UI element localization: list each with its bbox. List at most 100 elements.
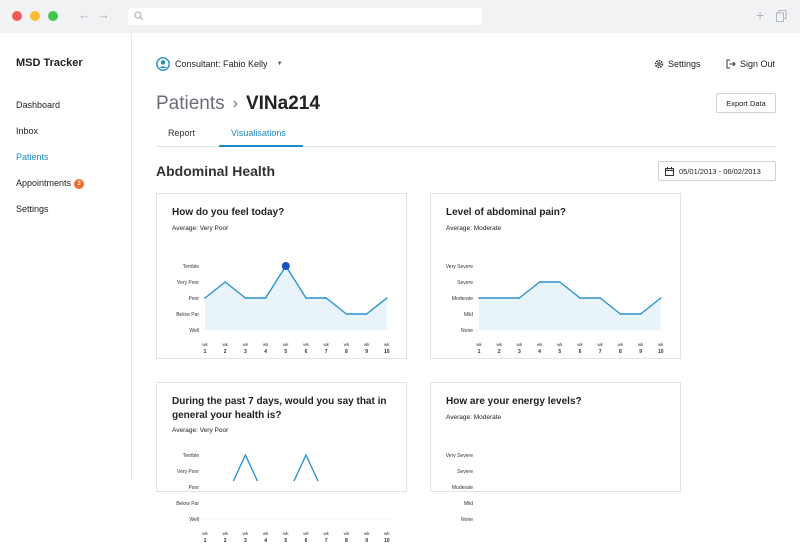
data-point xyxy=(224,281,226,283)
data-point xyxy=(244,297,247,299)
x-tick-label: wk xyxy=(364,342,370,347)
data-point xyxy=(660,297,662,299)
x-tick-label: 2 xyxy=(498,349,501,355)
chart-title: During the past 7 days, would you say th… xyxy=(172,396,387,421)
x-tick-label: wk xyxy=(283,531,289,536)
x-tick-label: wk xyxy=(243,531,249,536)
address-bar[interactable] xyxy=(128,8,482,25)
line-chart: Well Below Par Poor Very Poor Terrible wk 1 wk 2… xyxy=(176,262,391,355)
y-tick-label: None xyxy=(461,517,473,523)
x-tick-label: 5 xyxy=(558,349,561,355)
arrow-left-icon[interactable]: ← xyxy=(78,7,91,22)
x-tick-label: wk xyxy=(384,531,390,536)
x-tick-label: 4 xyxy=(264,538,267,544)
data-point xyxy=(325,297,327,299)
x-tick-label: wk xyxy=(202,531,208,536)
active-tab-indicator xyxy=(219,145,303,147)
x-tick-label: wk xyxy=(283,342,289,347)
breadcrumb: Patients › VINa214 xyxy=(156,93,320,115)
chart-title: How are your energy levels? xyxy=(446,396,582,407)
data-point xyxy=(478,297,480,299)
chart-card-feel-today: How do you feel today? Average: Very Poo… xyxy=(156,193,407,359)
settings-link[interactable]: Settings xyxy=(654,59,701,69)
copy-icon[interactable] xyxy=(776,10,787,22)
x-tick-label: 7 xyxy=(325,349,328,355)
x-tick-label: wk xyxy=(577,342,583,347)
x-tick-label: wk xyxy=(476,342,482,347)
series-line xyxy=(204,265,388,315)
y-tick-label: Below Par xyxy=(176,312,199,318)
page-title: VINa214 xyxy=(245,93,320,114)
x-tick-label: wk xyxy=(638,342,644,347)
y-tick-label: Well xyxy=(189,517,199,523)
date-range-picker[interactable]: 05/01/2013 - 06/02/2013 xyxy=(658,161,776,181)
sign-out-link[interactable]: Sign Out xyxy=(726,59,775,69)
y-tick-label: Poor xyxy=(188,296,199,302)
y-tick-label: None xyxy=(461,328,473,334)
x-tick-label: 10 xyxy=(384,538,390,544)
consultant-name: Consultant: Fabio Kelly xyxy=(175,59,268,69)
y-tick-label: Very Severe xyxy=(446,264,473,270)
series-area xyxy=(479,282,661,330)
y-tick-label: Mild xyxy=(464,501,473,507)
y-tick-label: Mild xyxy=(464,312,473,318)
x-tick-label: 7 xyxy=(599,349,602,355)
x-tick-label: 3 xyxy=(518,349,521,355)
notification-badge: 3 xyxy=(74,179,85,189)
tab-visualisations[interactable]: Visualisations xyxy=(231,128,286,138)
x-tick-label: wk xyxy=(303,342,309,347)
y-tick-label: Very Poor xyxy=(177,280,199,286)
export-data-button[interactable]: Export Data xyxy=(716,93,776,113)
x-tick-label: 4 xyxy=(264,349,267,355)
line-chart: None Mild Moderate Severe Very Severe xyxy=(446,453,473,523)
browser-toolbar: ← → + xyxy=(0,0,800,33)
chart-card-general-health: During the past 7 days, would you say th… xyxy=(156,382,407,544)
x-tick-label: 1 xyxy=(478,349,481,355)
chart-average: Average: Very Poor xyxy=(172,427,229,434)
x-tick-label: 4 xyxy=(538,349,541,355)
sidebar-item-appointments[interactable]: Appointments 3 xyxy=(16,178,85,189)
chart-card-abdominal-pain: Level of abdominal pain? Average: Modera… xyxy=(430,193,681,359)
x-tick-label: 9 xyxy=(639,349,642,355)
x-tick-label: wk xyxy=(202,342,208,347)
y-tick-label: Terrible xyxy=(183,453,200,459)
data-point xyxy=(386,297,388,299)
sign-out-label: Sign Out xyxy=(740,59,776,69)
x-tick-label: 5 xyxy=(284,538,287,544)
minimize-window-button[interactable] xyxy=(30,11,40,21)
sidebar-item-inbox[interactable]: Inbox xyxy=(16,126,39,136)
x-tick-label: 2 xyxy=(224,538,227,544)
settings-label: Settings xyxy=(668,59,701,69)
arrow-right-icon[interactable]: → xyxy=(97,7,110,22)
close-window-button[interactable] xyxy=(12,11,22,21)
x-tick-label: 8 xyxy=(345,538,348,544)
series-line xyxy=(293,453,319,482)
sidebar-item-dashboard[interactable]: Dashboard xyxy=(16,100,61,110)
sidebar-item-patients[interactable]: Patients xyxy=(16,152,49,162)
search-icon xyxy=(134,11,144,21)
series-line xyxy=(232,453,259,482)
x-tick-label: wk xyxy=(222,342,228,347)
x-tick-label: wk xyxy=(344,342,350,347)
tab-report[interactable]: Report xyxy=(168,128,196,138)
x-tick-label: wk xyxy=(303,531,309,536)
x-tick-label: wk xyxy=(537,342,543,347)
x-tick-label: 1 xyxy=(204,349,207,355)
breadcrumb-parent[interactable]: Patients xyxy=(156,93,225,114)
data-point xyxy=(619,313,622,315)
line-chart: None Mild Moderate Severe Very Severe wk 1 wk 2 w… xyxy=(446,264,665,355)
chart-average: Average: Very Poor xyxy=(172,225,229,232)
data-point xyxy=(264,297,267,299)
x-tick-label: wk xyxy=(618,342,624,347)
x-tick-label: wk xyxy=(323,342,329,347)
y-tick-label: Well xyxy=(189,328,199,334)
maximize-window-button[interactable] xyxy=(48,11,58,21)
plus-icon[interactable]: + xyxy=(756,7,765,23)
consultant-selector[interactable]: Consultant: Fabio Kelly ▼ xyxy=(156,57,283,71)
chart-title: How do you feel today? xyxy=(172,207,285,218)
x-tick-label: wk xyxy=(557,342,563,347)
data-point xyxy=(579,297,581,299)
x-tick-label: wk xyxy=(517,342,523,347)
x-tick-label: 1 xyxy=(204,538,207,544)
sidebar-item-settings[interactable]: Settings xyxy=(16,204,49,214)
